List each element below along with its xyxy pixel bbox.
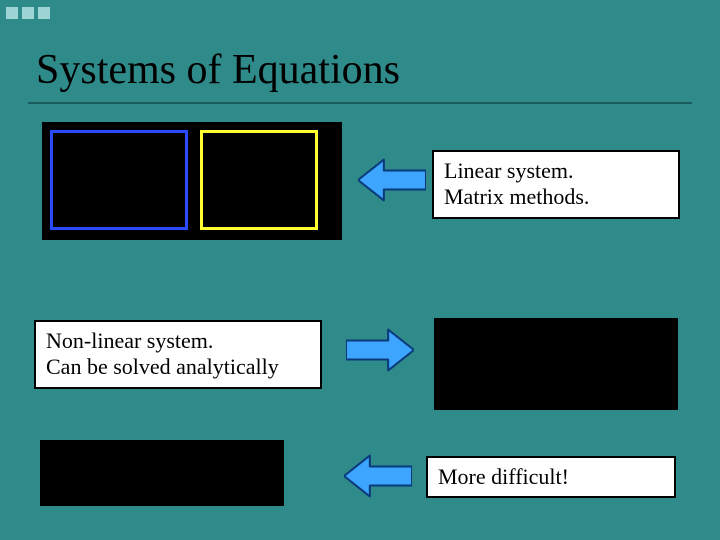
accent-square [6, 7, 18, 19]
arrow-icon [358, 156, 426, 204]
callout-line: Linear system. [444, 158, 668, 184]
accent-square [22, 7, 34, 19]
matrix-box-a [50, 130, 188, 230]
matrix-box-b [200, 130, 318, 230]
title-rule [28, 102, 692, 104]
equation-box-nonlinear [434, 318, 678, 410]
callout-line: Can be solved analytically [46, 354, 310, 380]
callout-nonlinear: Non-linear system. Can be solved analyti… [34, 320, 322, 389]
callout-line: Non-linear system. [46, 328, 310, 354]
arrow-icon [346, 326, 414, 374]
equation-box-difficult [40, 440, 284, 506]
accent-square [38, 7, 50, 19]
accent-squares [6, 6, 54, 24]
callout-more-difficult: More difficult! [426, 456, 676, 498]
page-title: Systems of Equations [36, 46, 400, 94]
arrow-icon [344, 452, 412, 500]
callout-line: More difficult! [438, 464, 664, 490]
callout-line: Matrix methods. [444, 184, 668, 210]
callout-linear: Linear system. Matrix methods. [432, 150, 680, 219]
